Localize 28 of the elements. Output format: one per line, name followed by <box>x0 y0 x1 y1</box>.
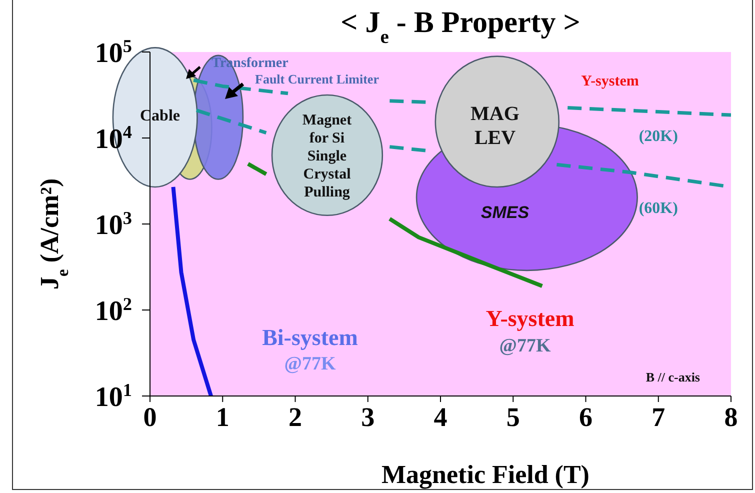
annotation: Magnet for Si Single Crystal Pulling <box>302 112 352 200</box>
annotation: @77K <box>284 354 336 375</box>
x-tick-label: 3 <box>361 402 375 432</box>
y-tick-label: 10$^{3}$ <box>94 208 132 241</box>
x-tick-label: 8 <box>724 402 738 432</box>
x-axis-title: Magnetic Field (T) <box>382 460 590 489</box>
annotation: MAG LEV <box>470 103 520 149</box>
y-tick-label: 10$^{2}$ <box>94 294 132 327</box>
x-tick-label: 0 <box>143 402 157 432</box>
y-tick-label: 10$^{1}$ <box>94 380 132 413</box>
annotation: @77K <box>499 336 551 357</box>
annotation: Y-system <box>486 306 574 332</box>
annotation: SMES <box>480 202 530 222</box>
x-tick-label: 6 <box>579 402 592 432</box>
x-tick-label: 2 <box>288 402 302 432</box>
annotation: Bi-system <box>262 325 358 350</box>
x-tick-label: 5 <box>506 402 520 432</box>
chart-title: < J$_{e}$ - B Property > <box>340 6 580 48</box>
line-series <box>171 184 214 396</box>
series-label: (20K) <box>638 128 678 146</box>
annotation: Fault Current Limiter <box>255 72 380 87</box>
y-tick-label: 10$^{5}$ <box>94 36 132 69</box>
series-label: (60K) <box>638 200 678 217</box>
x-tick-label: 7 <box>652 402 666 432</box>
x-tick-label: 1 <box>216 402 230 432</box>
x-tick-label: 4 <box>434 402 448 432</box>
annotation: Y-system <box>581 73 640 90</box>
annotation: B // c-axis <box>646 370 700 385</box>
